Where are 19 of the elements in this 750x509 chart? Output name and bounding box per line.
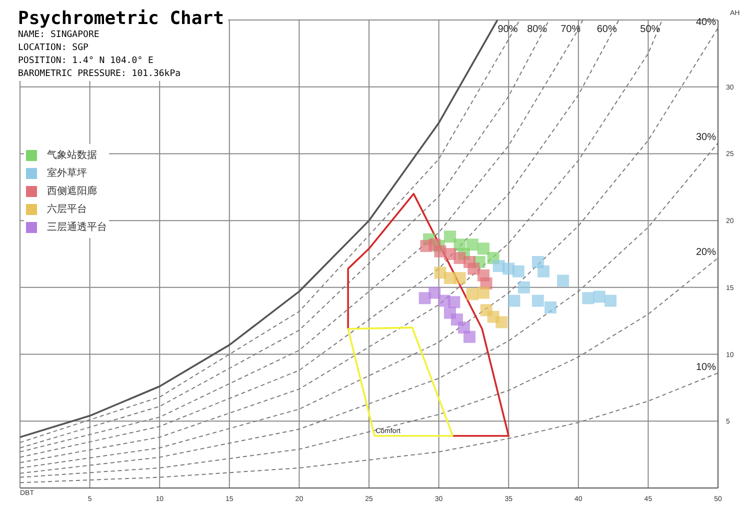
series-label: 60% bbox=[596, 24, 617, 35]
legend-label: 三层通透平台 bbox=[47, 220, 107, 234]
legend-label: 西侧遮阳廊 bbox=[47, 184, 97, 198]
annotation: NAME: SINGAPORE bbox=[18, 29, 100, 42]
series-label: 70% bbox=[560, 24, 581, 35]
series-label: 50% bbox=[640, 24, 660, 35]
legend-label: 室外草坪 bbox=[47, 166, 87, 180]
series-label: 90% bbox=[498, 24, 518, 35]
annotation: LOCATION: SGP bbox=[18, 42, 90, 55]
annotation: POSITION: 1.4° N 104.0° E bbox=[18, 55, 154, 68]
legend-label: 六层平台 bbox=[47, 202, 87, 216]
series-label: 10% bbox=[696, 362, 716, 374]
chart-title: Psychrometric Chart bbox=[18, 8, 224, 29]
annotation: BAROMETRIC PRESSURE: 101.36kPa bbox=[18, 68, 182, 81]
legend-label: 气象站数据 bbox=[47, 148, 97, 162]
series-label: 40% bbox=[696, 17, 716, 28]
series-label: 30% bbox=[696, 132, 716, 144]
series-label: 20% bbox=[696, 247, 716, 258]
series-label: 80% bbox=[527, 24, 548, 35]
